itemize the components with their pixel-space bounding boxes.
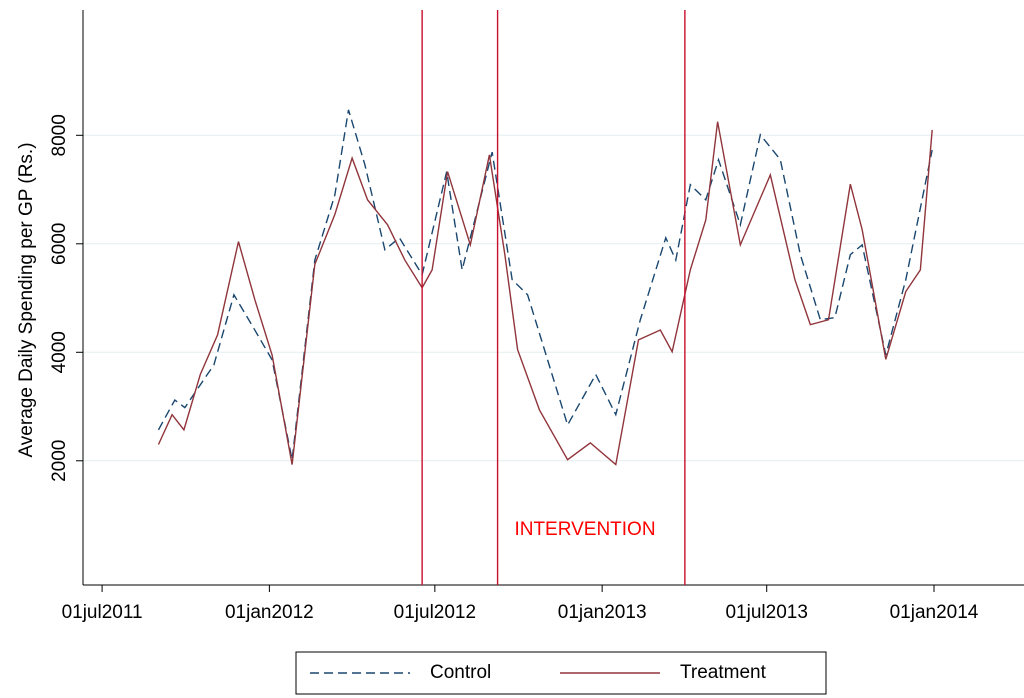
x-tick-label: 01jan2014: [890, 602, 979, 623]
y-tick-label: 8000: [49, 114, 70, 156]
y-axis-label: Average Daily Spending per GP (Rs.): [16, 142, 37, 457]
x-tick-label: 01jul2011: [62, 602, 143, 623]
x-tick-label: 01jul2013: [725, 602, 807, 623]
x-tick-label: 01jul2012: [394, 602, 476, 623]
series-line: [157, 121, 933, 466]
y-tick-label: 2000: [49, 440, 70, 482]
legend-label: Control: [430, 662, 491, 683]
annotation: INTERVENTION: [514, 519, 655, 540]
x-tick-label: 01jan2012: [225, 602, 314, 623]
x-tick-label: 01jan2013: [558, 602, 647, 623]
legend-label: Treatment: [680, 662, 767, 683]
series-line: [157, 109, 933, 460]
y-tick-label: 6000: [49, 223, 70, 265]
y-tick-label: 4000: [49, 331, 70, 373]
